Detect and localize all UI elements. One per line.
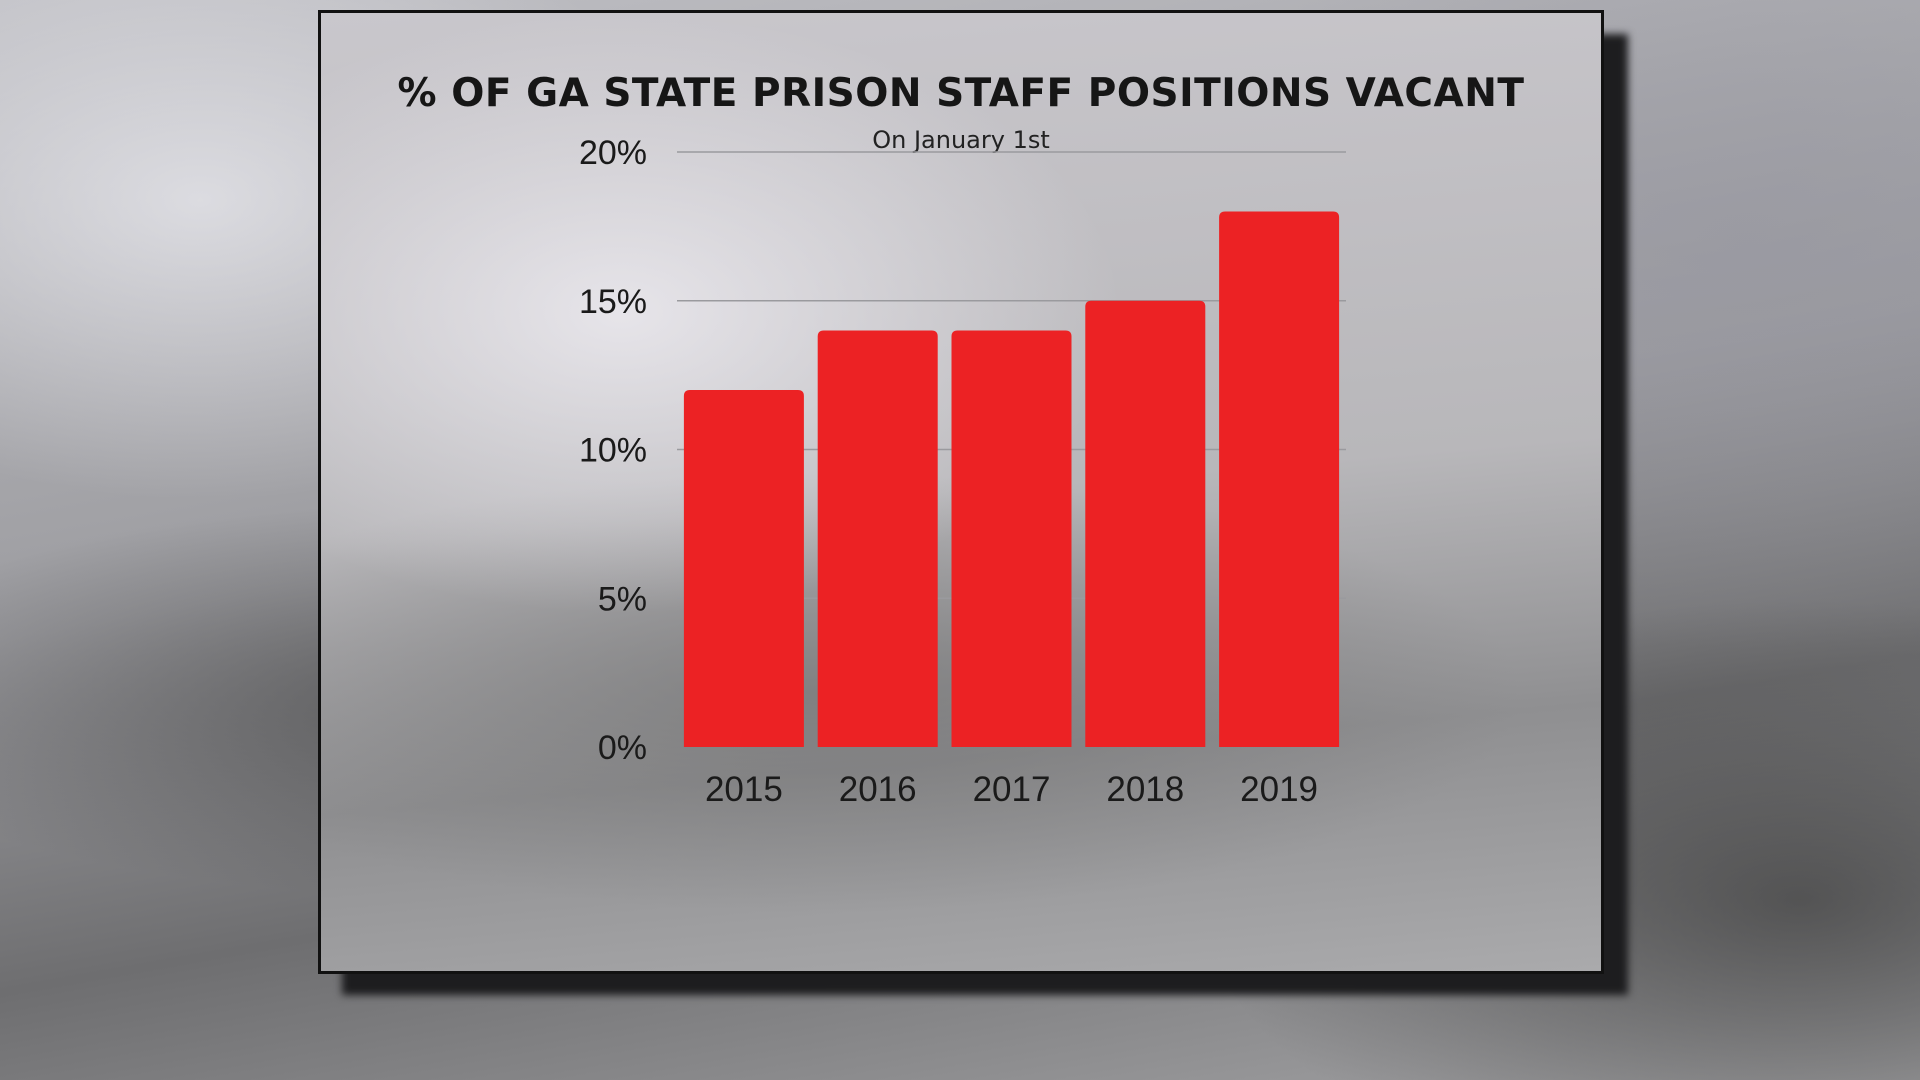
x-tick-label: 2015	[705, 770, 783, 809]
y-tick-label: 10%	[579, 432, 647, 470]
y-tick-label: 15%	[579, 283, 647, 321]
chart-title: % OF GA STATE PRISON STAFF POSITIONS VAC…	[397, 71, 1525, 116]
y-tick-label: 5%	[598, 580, 647, 618]
y-tick-label: 0%	[598, 729, 647, 767]
chart-subtitle: On January 1st	[872, 126, 1050, 154]
bar-2015	[683, 390, 804, 747]
x-tick-label: 2016	[839, 770, 917, 809]
x-tick-label: 2018	[1106, 770, 1184, 809]
bar-2018	[1085, 300, 1206, 747]
y-tick-label: 20%	[579, 134, 647, 172]
bar-2019	[1219, 211, 1340, 747]
x-tick-label: 2019	[1240, 770, 1318, 809]
x-tick-label: 2017	[973, 770, 1051, 809]
bar-2017	[951, 330, 1072, 747]
bar-2016	[817, 330, 938, 747]
